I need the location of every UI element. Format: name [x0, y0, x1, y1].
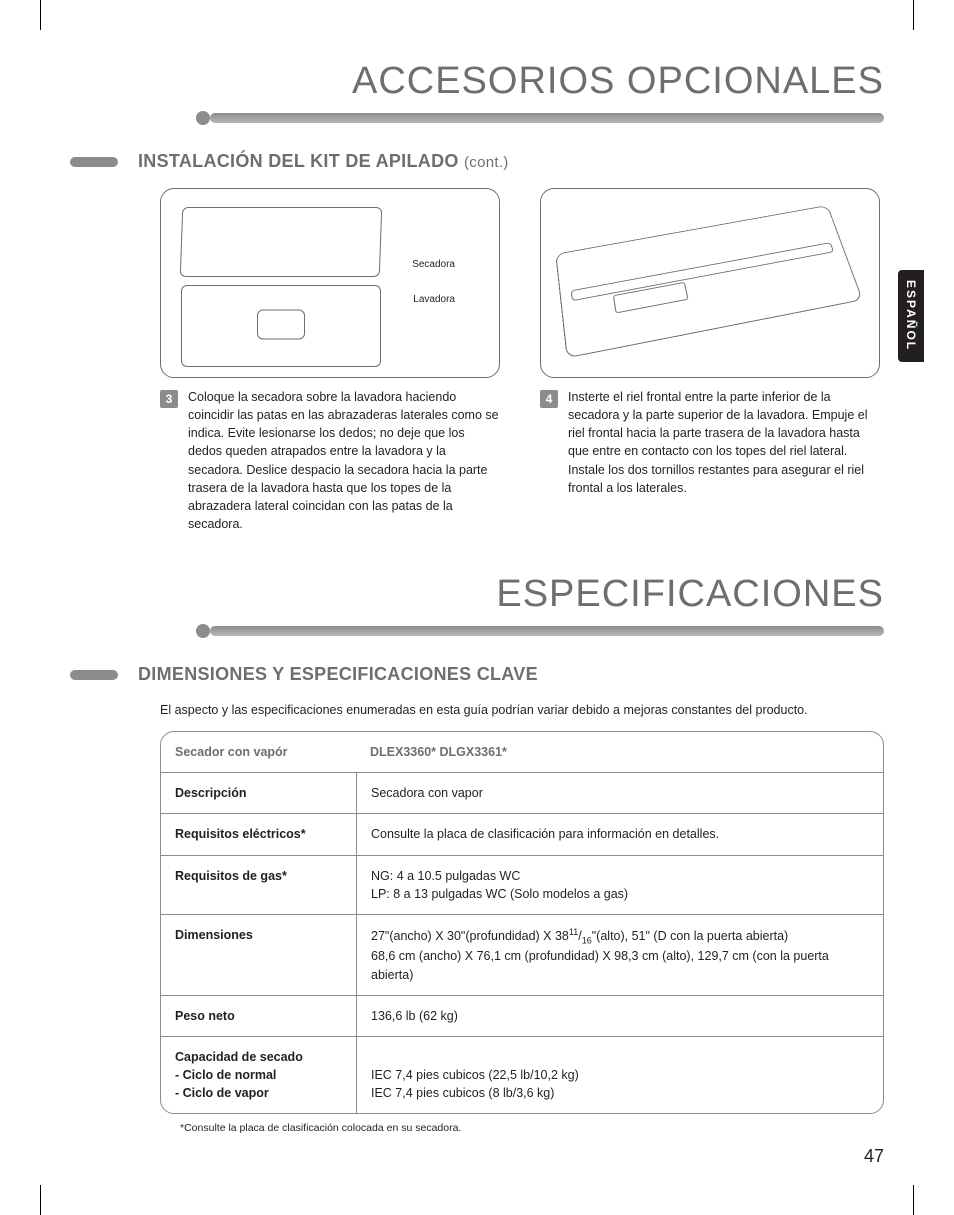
- dryer-outline: [180, 207, 382, 277]
- row-value: Secadora con vapor: [356, 773, 883, 813]
- figure-step-4: [540, 188, 880, 378]
- main-title-1: ACCESORIOS OPCIONALES: [70, 60, 884, 103]
- capacity-value2: IEC 7,4 pies cubicos (8 lb/3,6 kg): [371, 1086, 554, 1100]
- figure-step-3: Secadora Lavadora: [160, 188, 500, 378]
- step-number-3: 3: [160, 390, 178, 408]
- washer-top-outline: [555, 205, 863, 358]
- capacity-sub1: - Ciclo de normal: [175, 1066, 342, 1084]
- table-header-row: Secador con vapór DLEX3360* DLGX3361*: [161, 732, 883, 772]
- table-row: Requisitos de gas* NG: 4 a 10.5 pulgadas…: [161, 855, 883, 914]
- row-value: 27"(ancho) X 30"(profundidad) X 3811/16"…: [356, 915, 883, 995]
- step-3-text: Coloque la secadora sobre la lavadora ha…: [188, 388, 500, 533]
- main-title-2: ESPECIFICACIONES: [70, 573, 884, 616]
- step-number-4: 4: [540, 390, 558, 408]
- title-rule-2: [210, 626, 884, 636]
- table-header-left: Secador con vapór: [161, 732, 356, 772]
- section-heading-specs: DIMENSIONES Y ESPECIFICACIONES CLAVE: [138, 664, 538, 685]
- table-row: Requisitos eléctricos* Consulte la placa…: [161, 813, 883, 854]
- row-label-capacity: Capacidad de secado - Ciclo de normal - …: [161, 1037, 356, 1113]
- step-4: 4 Insterte el riel frontal entre la part…: [540, 188, 880, 533]
- section-bullet: [70, 670, 118, 680]
- row-label: Requisitos de gas*: [161, 856, 356, 914]
- label-secadora: Secadora: [412, 259, 455, 270]
- section-bullet: [70, 157, 118, 167]
- row-label: Requisitos eléctricos*: [161, 814, 356, 854]
- section-heading-suffix: (cont.): [464, 154, 509, 171]
- table-row: Descripción Secadora con vapor: [161, 772, 883, 813]
- step-4-text: Insterte el riel frontal entre la parte …: [568, 388, 880, 497]
- table-header-right: DLEX3360* DLGX3361*: [356, 732, 883, 772]
- title-rule-1: [210, 113, 884, 123]
- row-value: 136,6 lb (62 kg): [356, 996, 883, 1036]
- row-label: Peso neto: [161, 996, 356, 1036]
- row-label: Descripción: [161, 773, 356, 813]
- table-row: Peso neto 136,6 lb (62 kg): [161, 995, 883, 1036]
- page-number: 47: [864, 1146, 884, 1167]
- row-value: Consulte la placa de clasificación para …: [356, 814, 883, 854]
- section-header-install: INSTALACIÓN DEL KIT DE APILADO (cont.): [70, 151, 884, 172]
- section-heading-text: INSTALACIÓN DEL KIT DE APILADO: [138, 151, 459, 171]
- table-row: Dimensiones 27"(ancho) X 30"(profundidad…: [161, 914, 883, 995]
- table-row-capacity: Capacidad de secado - Ciclo de normal - …: [161, 1036, 883, 1113]
- section-heading-install: INSTALACIÓN DEL KIT DE APILADO (cont.): [138, 151, 509, 172]
- label-lavadora: Lavadora: [413, 294, 455, 305]
- capacity-main: Capacidad de secado: [175, 1048, 342, 1066]
- capacity-value1: IEC 7,4 pies cubicos (22,5 lb/10,2 kg): [371, 1068, 579, 1082]
- row-value: NG: 4 a 10.5 pulgadas WC LP: 8 a 13 pulg…: [356, 856, 883, 914]
- specs-intro: El aspecto y las especificaciones enumer…: [160, 701, 884, 719]
- section-header-specs: DIMENSIONES Y ESPECIFICACIONES CLAVE: [70, 664, 884, 685]
- capacity-sub2: - Ciclo de vapor: [175, 1084, 342, 1102]
- row-value-capacity: IEC 7,4 pies cubicos (22,5 lb/10,2 kg) I…: [356, 1037, 883, 1113]
- washer-outline: [181, 285, 381, 367]
- specifications-table: Secador con vapór DLEX3360* DLGX3361* De…: [160, 731, 884, 1114]
- language-tab-label: ESPAÑOL: [904, 280, 918, 351]
- language-tab: ESPAÑOL: [898, 270, 924, 362]
- row-label: Dimensiones: [161, 915, 356, 995]
- step-3: Secadora Lavadora 3 Coloque la secadora …: [160, 188, 500, 533]
- footnote: *Consulte la placa de clasificación colo…: [180, 1122, 884, 1134]
